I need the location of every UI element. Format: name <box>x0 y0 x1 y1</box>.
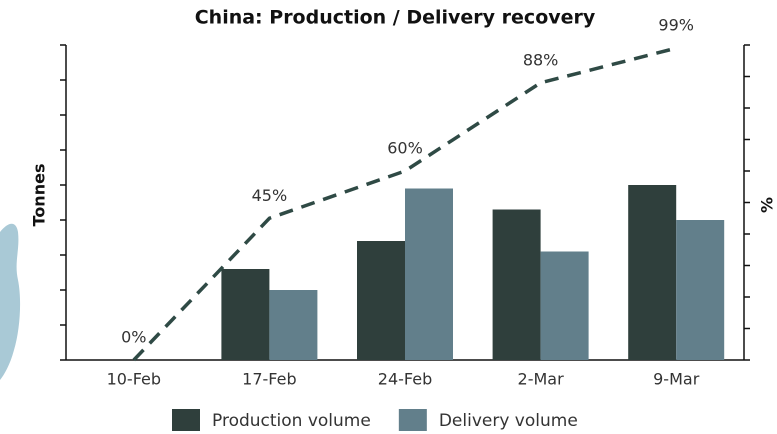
y-axis-label: Tonnes <box>30 164 49 227</box>
map-decoration <box>0 223 21 380</box>
bar <box>628 185 677 360</box>
bar <box>540 251 589 360</box>
bar <box>676 220 725 360</box>
legend-label: Production volume <box>212 411 371 431</box>
data-label: 60% <box>387 139 423 158</box>
x-tick-label: 17-Feb <box>242 370 296 389</box>
bar <box>357 241 405 360</box>
legend-swatch <box>172 409 200 431</box>
x-tick-label: 2-Mar <box>518 370 565 389</box>
data-label: 0% <box>121 328 146 347</box>
bar <box>269 290 318 360</box>
data-label: 45% <box>252 186 288 205</box>
x-tick-label: 24-Feb <box>378 370 432 389</box>
bar <box>405 188 453 360</box>
legend-label: Delivery volume <box>439 411 578 431</box>
data-label: 88% <box>523 50 559 69</box>
x-tick-label: 10-Feb <box>107 370 161 389</box>
legend-swatch <box>398 409 427 431</box>
x-tick-label: 9-Mar <box>653 370 700 389</box>
bar <box>492 209 541 360</box>
y2-axis-label: % <box>758 197 777 213</box>
data-label: 99% <box>658 16 694 35</box>
bar <box>221 269 270 360</box>
chart-title: China: Production / Delivery recovery <box>195 7 596 29</box>
